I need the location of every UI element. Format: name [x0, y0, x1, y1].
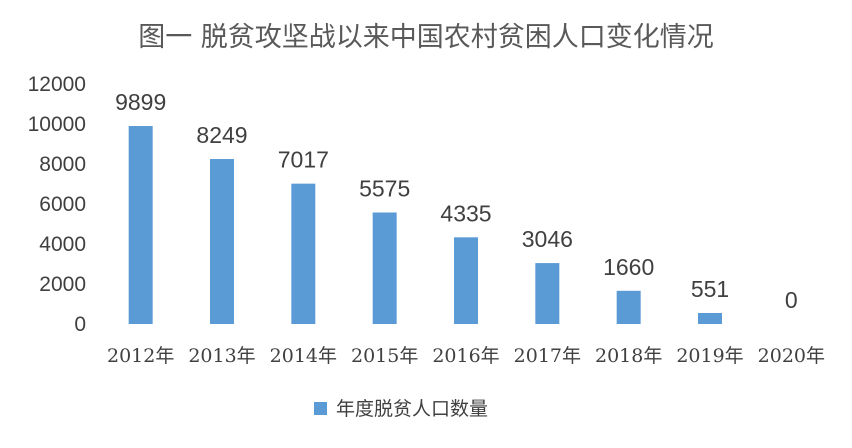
data-label: 1660 [603, 254, 654, 280]
x-tick-label: 2019年 [676, 345, 743, 367]
y-tick-label: 8000 [39, 153, 86, 176]
x-tick-label: 2017年 [514, 345, 581, 367]
chart-title: 图一 脱贫攻坚战以来中国农村贫困人口变化情况 [138, 22, 714, 53]
bar [616, 290, 641, 324]
bar [128, 126, 153, 325]
bar [454, 237, 478, 324]
bar [372, 212, 397, 324]
y-tick-label: 4000 [39, 233, 86, 256]
data-label: 7017 [278, 147, 329, 173]
x-tick-label: 2020年 [758, 345, 825, 367]
y-axis: 0 2000 4000 6000 8000 10000 12000 [28, 73, 86, 336]
data-label: 5575 [359, 176, 410, 202]
legend: 年度脱贫人口数量 [314, 398, 488, 420]
data-label: 3046 [522, 226, 573, 252]
x-tick-label: 2012年 [107, 345, 174, 367]
bar [291, 183, 316, 324]
bar [698, 312, 722, 324]
y-tick-label: 10000 [28, 113, 86, 136]
data-label: 0 [785, 287, 798, 313]
data-label: 9899 [115, 89, 166, 115]
x-axis: 2012年 2013年 2014年 2015年 2016年 2017年 2018年 2019年… [107, 345, 825, 367]
bar [535, 263, 560, 324]
x-tick-label: 2018年 [595, 345, 662, 367]
x-tick-label: 2016年 [432, 345, 499, 367]
y-tick-label: 6000 [39, 193, 86, 216]
bar [210, 159, 234, 324]
y-tick-label: 12000 [28, 73, 86, 96]
x-tick-label: 2015年 [351, 345, 418, 367]
y-tick-label: 0 [74, 313, 86, 336]
data-label: 551 [691, 276, 729, 302]
x-tick-label: 2013年 [188, 345, 255, 367]
legend-label: 年度脱贫人口数量 [336, 398, 488, 420]
y-tick-label: 2000 [39, 273, 86, 296]
x-tick-label: 2014年 [270, 345, 337, 367]
bars [128, 126, 722, 325]
data-label: 4335 [440, 200, 491, 226]
data-labels: 9899 8249 7017 5575 4335 3046 1660 551 0 [115, 89, 798, 313]
legend-swatch [314, 402, 327, 415]
data-label: 8249 [196, 122, 247, 148]
